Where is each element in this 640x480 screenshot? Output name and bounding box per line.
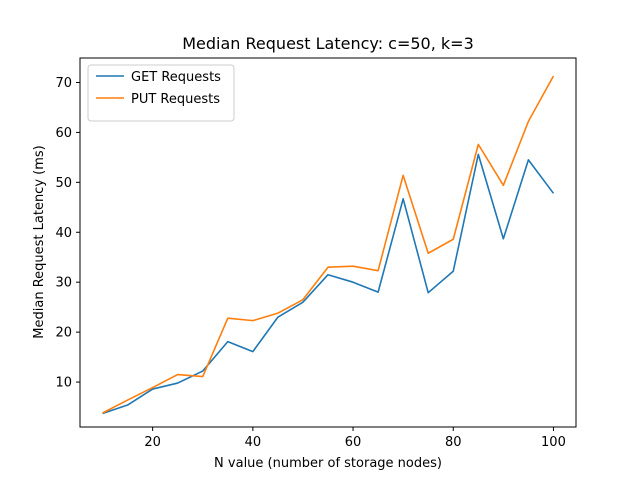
legend: GET Requests PUT Requests bbox=[87, 64, 235, 122]
y-tick-label-0: 10 bbox=[55, 376, 72, 391]
y-tick-label-5: 60 bbox=[55, 126, 72, 141]
x-tick-label-2: 60 bbox=[345, 435, 362, 450]
x-axis-label: N value (number of storage nodes) bbox=[214, 456, 442, 471]
x-tick-label-3: 80 bbox=[445, 435, 462, 450]
legend-box bbox=[87, 64, 235, 122]
legend-label-1: PUT Requests bbox=[131, 92, 220, 107]
y-tick-label-3: 40 bbox=[55, 226, 72, 241]
y-tick-label-6: 70 bbox=[55, 76, 72, 91]
y-axis-label: Median Request Latency (ms) bbox=[32, 145, 47, 338]
plot-frame bbox=[79, 57, 577, 428]
chart-title: Median Request Latency: c=50, k=3 bbox=[182, 34, 474, 53]
x-tick-label-1: 40 bbox=[245, 435, 262, 450]
axes: 20 40 60 80 100 10 20 30 40 50 60 70 bbox=[55, 57, 577, 450]
x-tick-label-4: 100 bbox=[541, 435, 566, 450]
plot-marks bbox=[102, 75, 555, 415]
y-tick-label-2: 30 bbox=[55, 276, 72, 291]
x-tick-label-0: 20 bbox=[144, 435, 161, 450]
legend-label-0: GET Requests bbox=[131, 70, 221, 85]
y-tick-label-1: 20 bbox=[55, 326, 72, 341]
y-tick-label-4: 50 bbox=[55, 176, 72, 191]
